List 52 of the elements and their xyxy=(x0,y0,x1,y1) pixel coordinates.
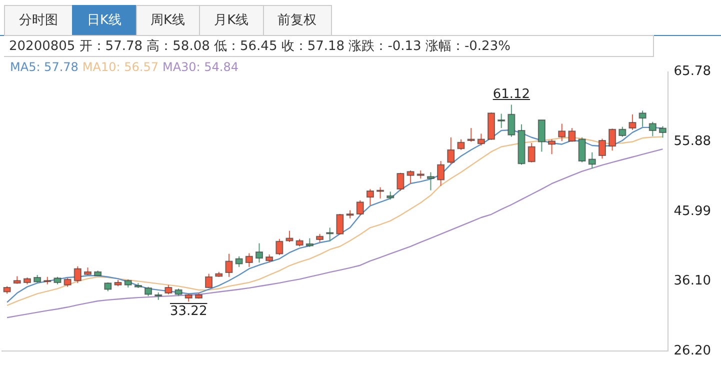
candlestick xyxy=(508,104,516,138)
text: 周K线 xyxy=(136,5,200,35)
y-tick-label: 55.88 xyxy=(674,134,711,150)
candlestick xyxy=(74,266,82,284)
y-tick-label: 65.78 xyxy=(674,64,711,80)
candlestick xyxy=(528,142,536,163)
candlestick xyxy=(648,121,656,137)
candlestick xyxy=(498,113,506,129)
candlestick xyxy=(538,119,546,152)
candlestick xyxy=(245,252,253,268)
text: 月K线 xyxy=(199,5,264,35)
candlestick xyxy=(235,256,243,268)
y-tick-label: 36.10 xyxy=(674,274,711,289)
text: MA5: 57.78 xyxy=(10,60,78,74)
candlestick xyxy=(548,138,556,155)
annotation: 33.22 xyxy=(170,304,208,319)
candlestick xyxy=(396,172,404,192)
candlestick xyxy=(608,128,616,152)
candlestick xyxy=(406,170,414,184)
candlestick xyxy=(336,213,344,236)
y-tick-label: 45.99 xyxy=(674,204,711,219)
candlestick xyxy=(205,273,213,289)
text: MA10: 56.57 xyxy=(82,60,158,74)
candlestick xyxy=(255,242,264,264)
candlestick xyxy=(276,238,284,256)
candlestick xyxy=(144,286,152,297)
text: 分时图 xyxy=(4,5,73,35)
candlestick xyxy=(326,227,334,242)
candlestick xyxy=(628,114,636,130)
candlestick xyxy=(376,186,384,199)
candlestick xyxy=(164,284,172,295)
candlestick xyxy=(477,133,485,146)
candlestick xyxy=(366,188,374,206)
candlestick xyxy=(426,172,435,191)
candlestick xyxy=(457,138,465,150)
y-tick-label: 26.20 xyxy=(674,344,711,359)
text: 前复权 xyxy=(262,5,332,35)
candlestick xyxy=(568,128,576,142)
candlestick xyxy=(558,123,566,142)
candlestick xyxy=(225,253,233,278)
annotation: 61.12 xyxy=(492,86,530,102)
chart-title: 20200805 开：57.78 高：58.08 低：56.45 收：57.18 涨跌：-0.13 涨幅：-0.23% xyxy=(4,35,654,57)
text: MA30: 54.84 xyxy=(162,60,239,74)
candlestick xyxy=(578,136,586,163)
candlestick xyxy=(356,200,364,216)
candlestick xyxy=(658,126,667,138)
candlestick xyxy=(588,152,596,170)
candlestick xyxy=(447,136,455,165)
candlestick xyxy=(598,138,606,160)
candlestick xyxy=(638,110,646,128)
candlestick xyxy=(618,126,626,138)
candlestick xyxy=(437,160,445,186)
